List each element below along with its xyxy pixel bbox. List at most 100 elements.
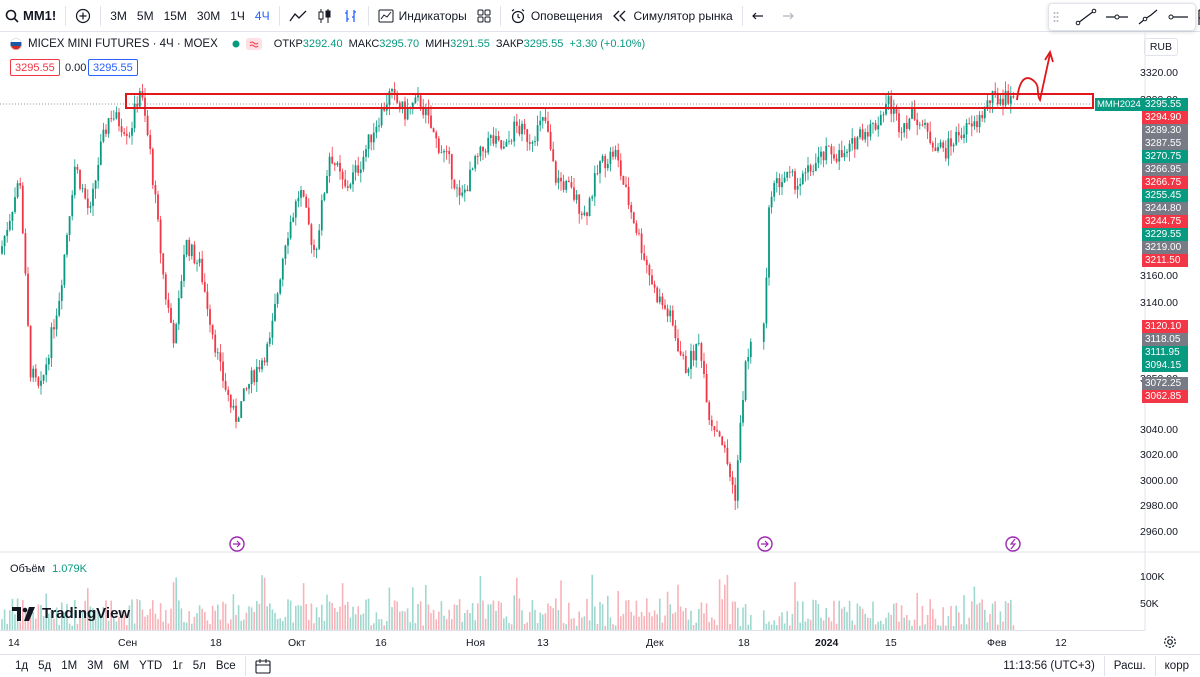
trend-line-icon[interactable] <box>1075 8 1097 26</box>
candles-button[interactable] <box>312 0 338 32</box>
candle-body <box>328 156 331 176</box>
candle-body <box>794 171 796 190</box>
candle-body <box>437 138 440 153</box>
replay-button[interactable]: Симулятор рынка <box>607 0 737 32</box>
candle-body <box>66 234 68 255</box>
volume-bar <box>128 605 131 630</box>
line-chart-button[interactable] <box>284 0 312 32</box>
volume-bar <box>211 605 214 630</box>
candle-body <box>687 368 690 373</box>
horizontal-ray-icon[interactable] <box>1105 8 1129 26</box>
range-ytd[interactable]: YTD <box>139 660 163 672</box>
candle-body <box>375 126 378 133</box>
volume-bar <box>175 577 177 630</box>
candle-body <box>544 117 547 121</box>
volume-bar <box>505 616 508 630</box>
range-1m[interactable]: 1М <box>61 660 78 672</box>
volume-bar <box>911 625 913 630</box>
interval-30m[interactable]: 30М <box>196 8 221 23</box>
flag-icon[interactable] <box>1197 8 1200 26</box>
candle-body <box>378 125 380 127</box>
sell-button[interactable]: 3295.55 <box>10 59 60 76</box>
volume-bar <box>604 625 606 630</box>
bars-button[interactable] <box>338 0 364 32</box>
range-3m[interactable]: 3М <box>87 660 104 672</box>
candle-body <box>479 146 482 157</box>
chart-canvas[interactable] <box>0 32 1200 630</box>
interval-3m[interactable]: 3М <box>110 8 127 23</box>
interval-5m[interactable]: 5М <box>136 8 154 23</box>
candle-body <box>419 95 422 107</box>
interval-1h[interactable]: 1Ч <box>230 8 245 23</box>
calendar-icon[interactable] <box>250 658 276 674</box>
volume-bar <box>453 604 456 630</box>
volume-bar <box>302 583 305 630</box>
candle-body <box>778 178 781 188</box>
trend-angle-icon[interactable] <box>1137 8 1159 26</box>
volume-bar <box>209 624 211 630</box>
volume-bar <box>201 608 203 630</box>
candle-body <box>749 341 752 358</box>
clock-time[interactable]: 11:13:56 (UTC+3) <box>1003 660 1095 672</box>
undo-button[interactable] <box>747 0 773 32</box>
templates-button[interactable] <box>472 0 496 32</box>
candle-body <box>882 114 885 116</box>
range-5y[interactable]: 5л <box>192 660 206 672</box>
candle-body <box>955 131 958 145</box>
candle-body <box>456 187 458 189</box>
symbol-search[interactable]: MM1! <box>0 0 61 32</box>
candle-body <box>151 148 154 186</box>
range-6m[interactable]: 6М <box>113 660 130 672</box>
candle-body <box>552 149 555 162</box>
ray-icon[interactable] <box>1167 8 1189 26</box>
interval-4h[interactable]: 4Ч <box>254 8 270 23</box>
alerts-button[interactable]: Оповещения <box>505 0 608 32</box>
buy-button[interactable]: 3295.55 <box>88 59 138 76</box>
range-5d[interactable]: 5д <box>38 660 52 672</box>
volume-bars <box>1 574 1015 630</box>
volume-bar <box>61 602 63 630</box>
compare-button[interactable] <box>70 0 96 32</box>
adjust-toggle[interactable]: корр <box>1164 660 1189 672</box>
redo-button[interactable] <box>773 0 799 32</box>
candle-body <box>716 430 718 432</box>
candle-body <box>190 244 193 256</box>
price-tag: 3111.95 <box>1142 346 1188 359</box>
candle-body <box>406 108 409 120</box>
volume-bar <box>224 603 227 630</box>
currency-selector[interactable]: RUB <box>1143 38 1178 56</box>
interval-15m[interactable]: 15М <box>163 8 187 23</box>
candle-body <box>8 220 11 230</box>
time-axis[interactable]: 14 Сен 18 Окт 16 Ноя 13 Дек 18 2024 15 Ф… <box>0 630 1145 652</box>
tradingview-logo[interactable]: TradingView <box>12 605 130 622</box>
price-tag: 3219.00 <box>1142 241 1188 254</box>
volume-bar <box>859 606 861 630</box>
volume-bar <box>115 621 118 630</box>
legend-title[interactable]: MICEX MINI FUTURES · 4Ч · MOEX <box>28 38 218 50</box>
candle-body <box>461 192 464 196</box>
session-toggle[interactable]: Расш. <box>1113 660 1146 672</box>
volume-bar <box>742 607 744 630</box>
candle-body <box>960 135 963 139</box>
settings-gear-icon[interactable] <box>1163 635 1177 649</box>
volume-bar <box>690 610 692 630</box>
volume-bar <box>776 625 778 630</box>
candle-body <box>864 132 867 140</box>
grid-icon <box>477 9 491 23</box>
candle-body <box>976 121 978 128</box>
candle-body <box>27 273 29 326</box>
indicators-button[interactable]: Индикаторы <box>373 0 472 32</box>
range-1y[interactable]: 1г <box>172 660 183 672</box>
volume-bar <box>622 613 625 630</box>
hand-drawn-arrow[interactable] <box>1016 53 1051 103</box>
resistance-zone-rectangle[interactable] <box>125 93 1094 109</box>
volume-bar <box>989 613 991 630</box>
range-all[interactable]: Все <box>215 660 236 672</box>
candle-body <box>669 310 672 317</box>
volume-bar <box>253 611 255 630</box>
volume-bar <box>328 601 331 630</box>
range-1d[interactable]: 1д <box>15 660 29 672</box>
volume-bar <box>703 613 705 630</box>
volume-bar <box>812 599 814 630</box>
drag-handle-icon[interactable] <box>1053 10 1059 24</box>
